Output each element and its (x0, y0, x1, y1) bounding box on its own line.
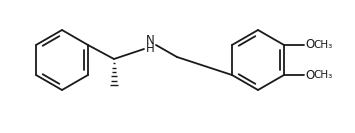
Text: CH₃: CH₃ (313, 70, 332, 80)
Text: H: H (146, 43, 155, 55)
Text: O: O (305, 68, 314, 82)
Text: O: O (305, 38, 314, 51)
Text: CH₃: CH₃ (313, 40, 332, 50)
Text: N: N (146, 34, 155, 47)
